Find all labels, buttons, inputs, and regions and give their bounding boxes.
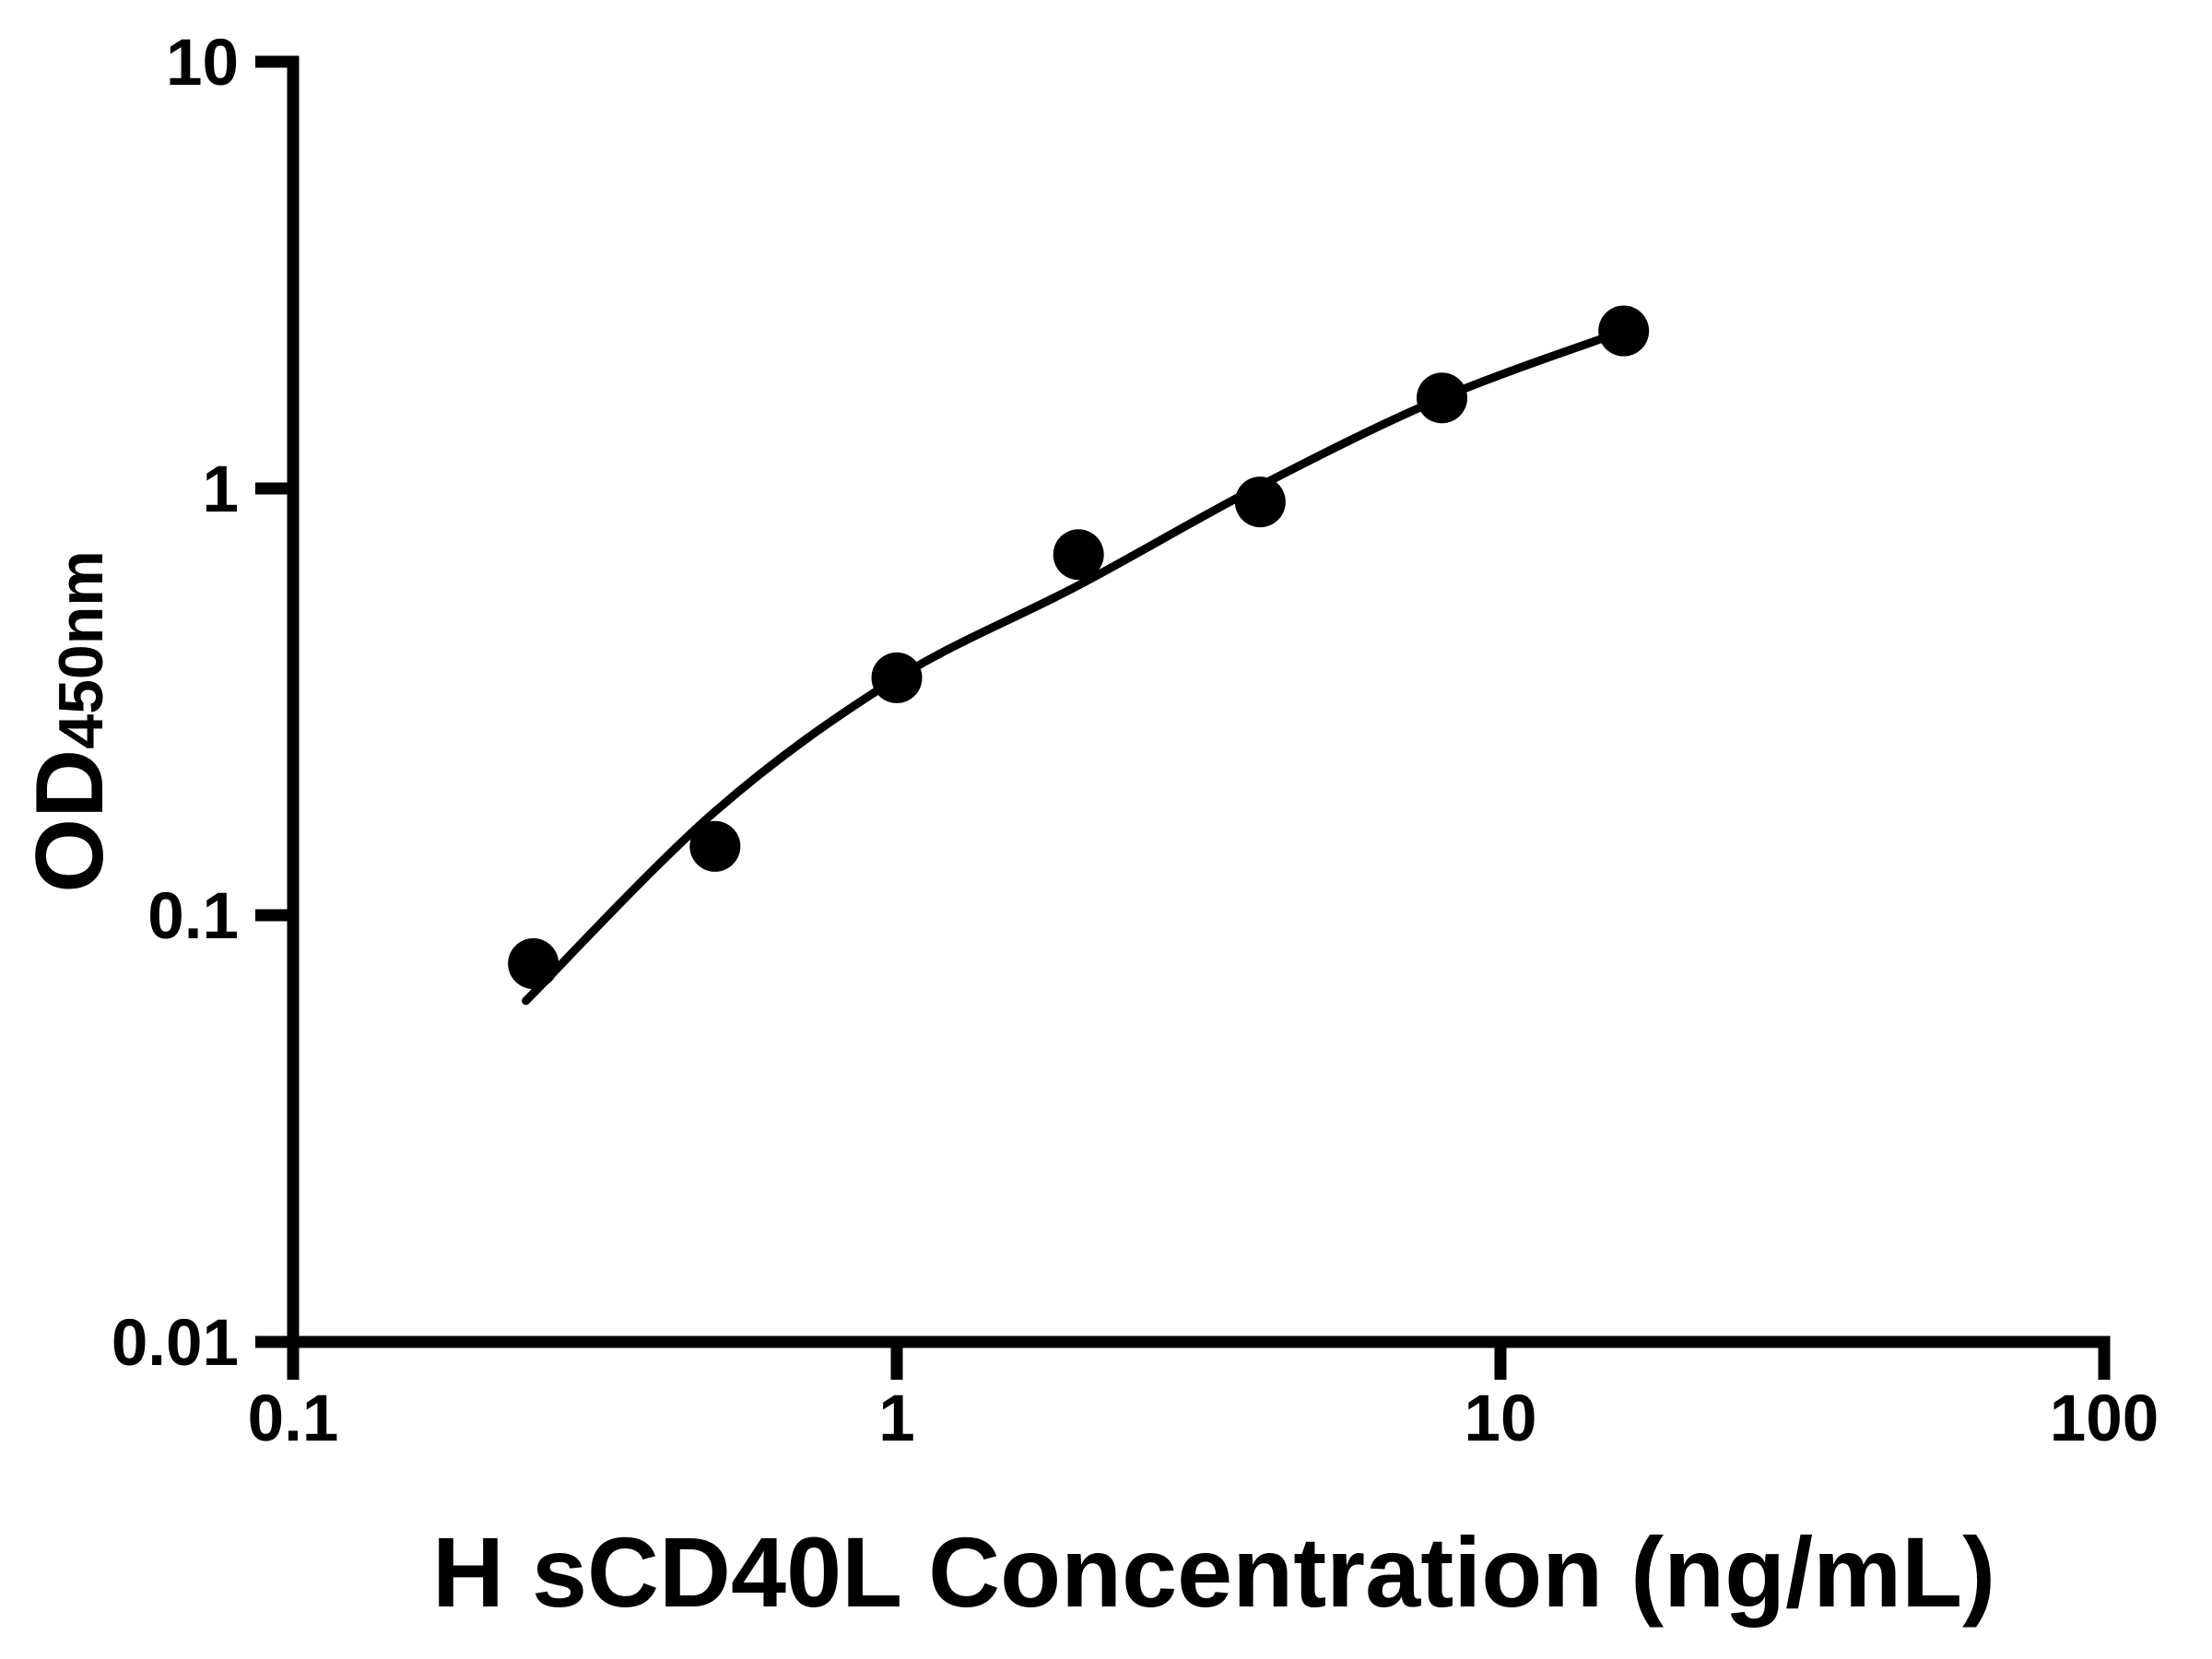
- data-point-2: [1053, 529, 1104, 581]
- y-tick-label-0.01: 0.01: [112, 1307, 239, 1380]
- data-point-8: [1417, 372, 1468, 424]
- data-point-16: [1598, 305, 1650, 357]
- x-tick-label-0.1: 0.1: [248, 1382, 339, 1455]
- x-tick-label-10: 10: [1465, 1382, 1537, 1455]
- data-point-4: [1234, 477, 1286, 528]
- y-tick-label-1: 1: [203, 453, 240, 526]
- y-tick-label-10: 10: [166, 27, 239, 100]
- y-axis-title-main: OD: [17, 748, 124, 893]
- y-tick-label-0.1: 0.1: [147, 880, 239, 953]
- data-point-1: [871, 652, 923, 703]
- y-axis-title: OD450nm: [17, 550, 124, 892]
- x-axis-title: H sCD40L Concentration (ng/mL): [431, 1516, 1996, 1628]
- y-axis-title-subscript: 450nm: [46, 550, 116, 749]
- x-tick-label-1: 1: [878, 1382, 915, 1455]
- data-point-0.5: [689, 820, 741, 872]
- fit-curve: [522, 326, 1629, 1006]
- x-tick-label-100: 100: [2050, 1382, 2159, 1455]
- data-point-0.25: [508, 938, 559, 990]
